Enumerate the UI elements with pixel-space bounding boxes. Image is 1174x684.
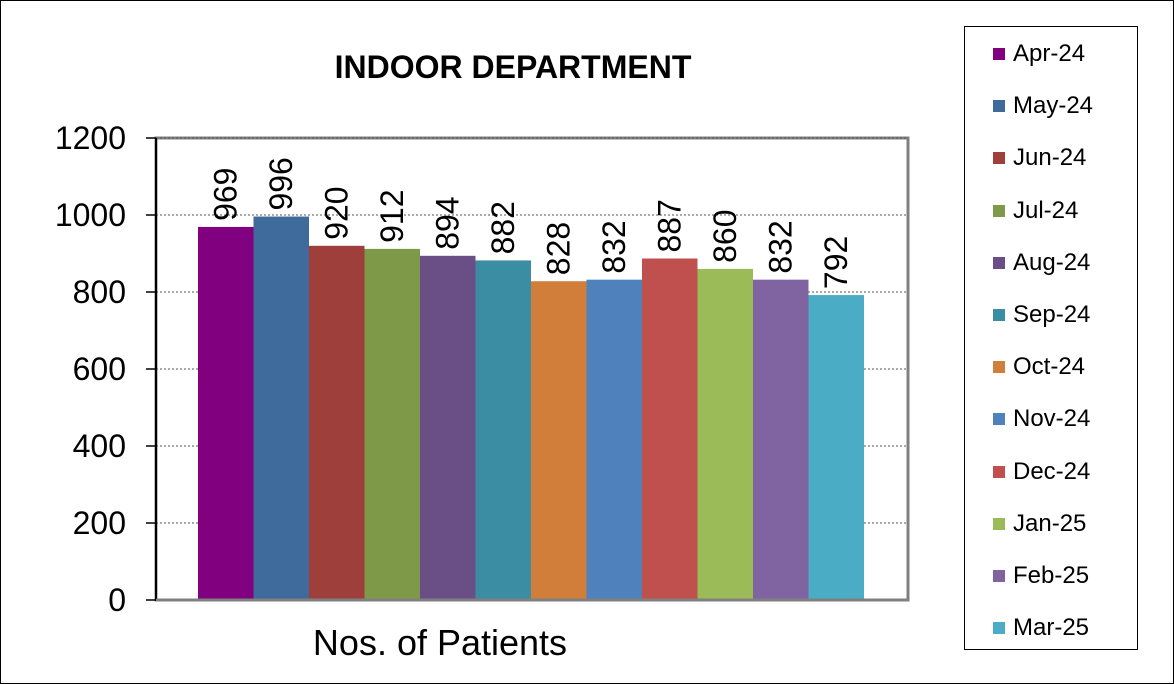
data-label: 828 — [541, 222, 577, 275]
y-tick-label: 1200 — [55, 120, 126, 156]
legend-swatch — [993, 204, 1005, 217]
y-tick-label: 800 — [73, 274, 126, 310]
legend-swatch — [993, 570, 1005, 582]
legend-item: Jan-25 — [965, 509, 1086, 539]
legend-item: Feb-25 — [965, 561, 1089, 591]
bar-jun-24 — [309, 245, 365, 601]
bar-jul-24 — [364, 248, 420, 600]
legend-swatch — [993, 465, 1005, 478]
legend-label: Mar-25 — [1013, 614, 1090, 642]
legend-label: Jul-24 — [1013, 196, 1079, 224]
bar-oct-24 — [531, 281, 587, 600]
data-label: 969 — [208, 168, 244, 221]
legend-item: Aug-24 — [965, 248, 1090, 278]
bar-dec-24 — [642, 258, 698, 600]
plot-area: 0 200 400 600 800 1000 1200 969 996 920 912 894 882 8… — [55, 120, 910, 618]
legend-item: Oct-24 — [965, 352, 1085, 382]
data-label: 912 — [374, 189, 410, 242]
bar-sep-24 — [475, 260, 531, 600]
legend-label: Oct-24 — [1013, 353, 1086, 381]
legend-label: Jun-24 — [1013, 144, 1087, 172]
legend-item: Jul-24 — [965, 196, 1078, 226]
legend-label: Feb-25 — [1013, 562, 1090, 589]
chart-title: INDOOR DEPARTMENT — [335, 49, 692, 85]
legend-swatch — [993, 413, 1005, 426]
data-label: 887 — [652, 199, 688, 252]
bar-mar-25 — [808, 295, 864, 600]
data-label: 832 — [596, 220, 632, 273]
legend-item: Dec-24 — [965, 457, 1090, 487]
legend-swatch — [993, 622, 1005, 635]
y-tick-label: 200 — [73, 505, 126, 541]
legend-label: Nov-24 — [1013, 405, 1091, 433]
legend-label: Aug-24 — [1013, 248, 1091, 276]
data-label: 792 — [818, 236, 854, 289]
data-label: 920 — [319, 186, 355, 239]
legend-label: Jan-25 — [1013, 509, 1087, 537]
data-label: 882 — [485, 201, 521, 254]
data-label: 894 — [430, 196, 466, 249]
data-label: 860 — [707, 210, 743, 263]
chart-legend: Apr-24 May-24 Jun-24 Jul-24 Aug-24 Sep-24 Oct-… — [964, 26, 1138, 650]
legend-item: Apr-24 — [965, 39, 1085, 69]
legend-item: May-24 — [965, 91, 1093, 121]
y-tick-label: 0 — [108, 582, 126, 618]
legend-swatch — [993, 48, 1005, 60]
y-tick-label: 600 — [73, 351, 126, 387]
bar-nov-24 — [586, 279, 642, 600]
bar-may-24 — [253, 216, 309, 601]
y-tick-label: 1000 — [55, 197, 126, 233]
y-tick-label: 400 — [73, 428, 126, 464]
legend-item: Nov-24 — [965, 404, 1090, 434]
legend-label: May-24 — [1013, 92, 1094, 120]
legend-swatch — [993, 361, 1005, 374]
x-axis-label: Nos. of Patients — [313, 622, 567, 663]
legend-swatch — [993, 309, 1005, 321]
legend-swatch — [993, 100, 1005, 113]
legend-label: Apr-24 — [1013, 40, 1086, 67]
bar-apr-24 — [198, 226, 254, 600]
bar-jan-25 — [697, 268, 753, 600]
legend-swatch — [993, 152, 1005, 165]
legend-swatch — [993, 517, 1005, 530]
bar-feb-25 — [753, 279, 809, 600]
data-label: 996 — [263, 157, 299, 210]
legend-label: Dec-24 — [1013, 457, 1091, 485]
legend-label: Sep-24 — [1013, 301, 1091, 328]
legend-item: Sep-24 — [965, 300, 1090, 330]
legend-item: Jun-24 — [965, 143, 1086, 173]
bar-aug-24 — [420, 255, 476, 600]
data-label: 832 — [763, 220, 799, 273]
legend-swatch — [993, 256, 1005, 269]
legend-item: Mar-25 — [965, 613, 1089, 643]
